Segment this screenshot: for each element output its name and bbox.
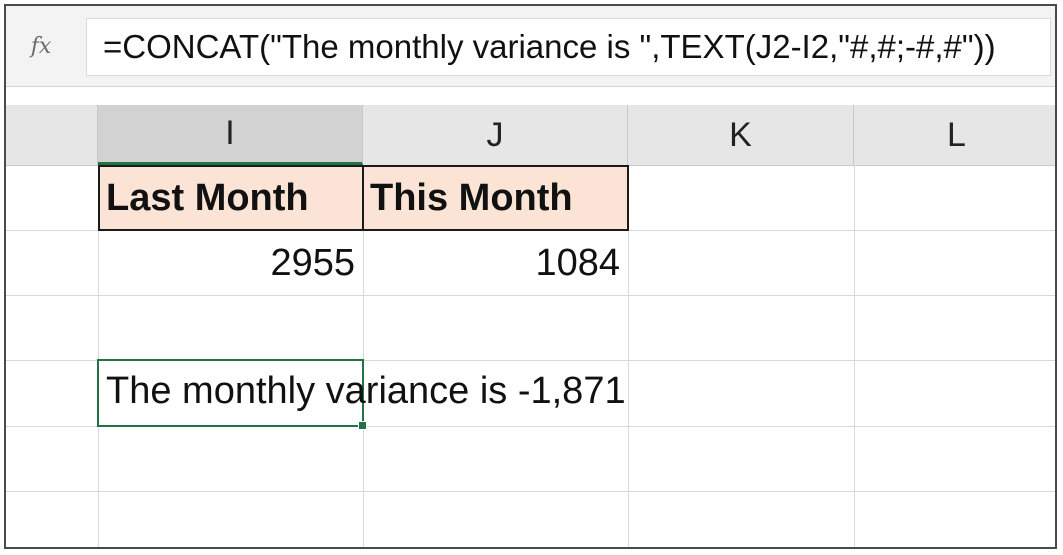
select-all-corner[interactable]: [6, 105, 98, 165]
cell-j1[interactable]: This Month: [362, 165, 629, 231]
formula-text: =CONCAT("The monthly variance is ",TEXT(…: [103, 28, 996, 65]
column-header-row: I J K L: [6, 105, 1055, 166]
cell-i2[interactable]: 2955: [98, 231, 363, 295]
formula-bar: fx =CONCAT("The monthly variance is ",TE…: [6, 6, 1055, 87]
row-divider: [6, 491, 1055, 492]
fx-icon[interactable]: fx: [16, 28, 66, 64]
column-header-label: I: [225, 114, 235, 152]
column-header-k[interactable]: K: [628, 105, 854, 165]
column-header-label: J: [486, 115, 504, 154]
cell-value: 2955: [270, 241, 355, 284]
column-divider: [628, 165, 629, 547]
cell-j2[interactable]: 1084: [363, 231, 628, 295]
spreadsheet-window: fx =CONCAT("The monthly variance is ",TE…: [4, 4, 1057, 549]
column-header-label: L: [947, 115, 966, 154]
column-header-label: K: [729, 115, 752, 154]
fill-handle[interactable]: [358, 421, 367, 430]
cell-i4-active[interactable]: [97, 359, 364, 427]
cell-text: This Month: [370, 176, 573, 219]
cell-value: 1084: [535, 241, 620, 284]
column-divider: [854, 165, 855, 547]
column-divider: [363, 165, 364, 547]
formula-input[interactable]: =CONCAT("The monthly variance is ",TEXT(…: [86, 18, 1051, 76]
cell-i4-text: The monthly variance is -1,871: [106, 370, 626, 412]
column-header-i[interactable]: I: [98, 105, 363, 165]
row-divider: [6, 360, 1055, 361]
column-header-j[interactable]: J: [363, 105, 628, 165]
row-divider: [6, 426, 1055, 427]
cell-i1[interactable]: Last Month: [98, 165, 364, 231]
row-divider: [6, 295, 1055, 296]
column-divider: [98, 165, 99, 547]
column-header-l[interactable]: L: [854, 105, 1055, 165]
fx-label: fx: [30, 33, 52, 59]
cell-text: Last Month: [106, 176, 309, 219]
